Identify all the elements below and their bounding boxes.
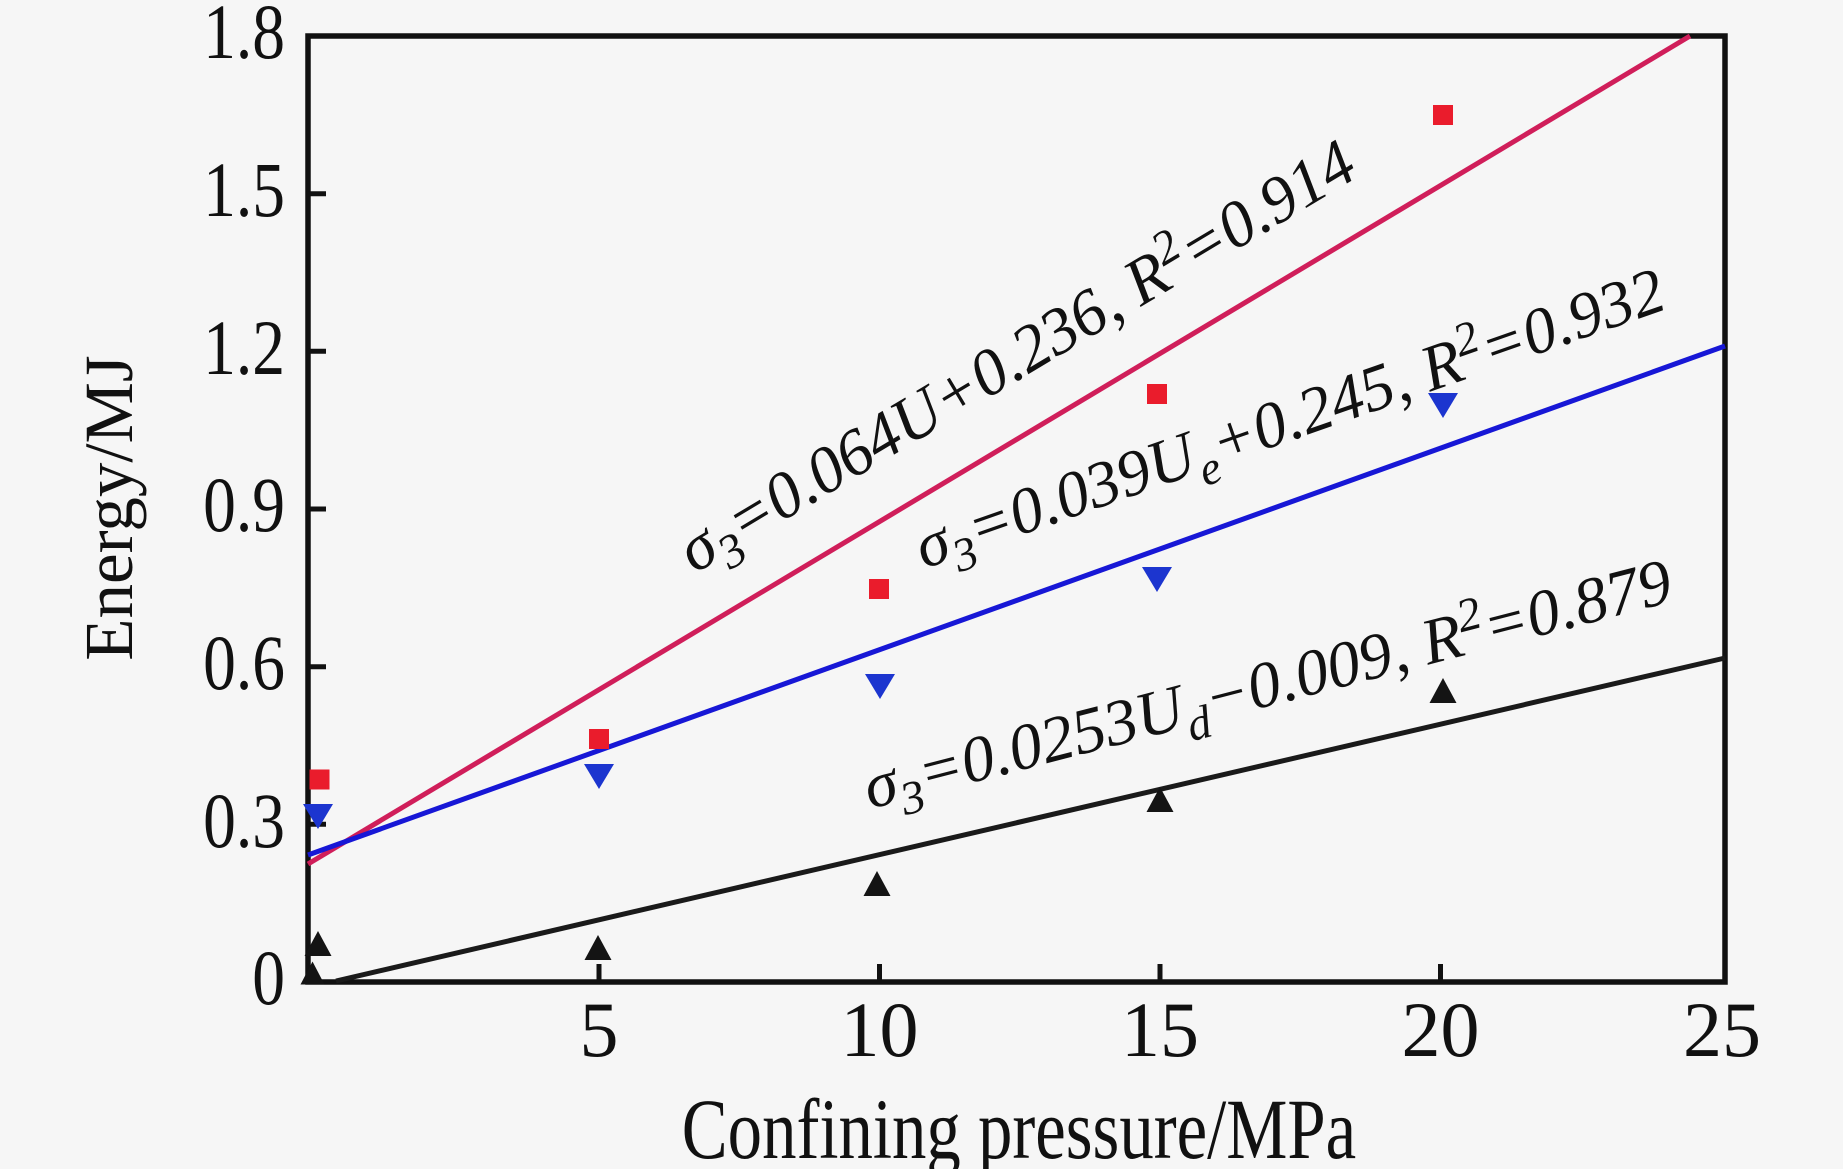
svg-text:25: 25	[1683, 986, 1761, 1073]
svg-text:Energy/MJ: Energy/MJ	[71, 355, 147, 660]
svg-text:1.8: 1.8	[203, 0, 285, 75]
svg-text:Confining pressure/MPa: Confining pressure/MPa	[682, 1082, 1356, 1169]
svg-text:15: 15	[1121, 986, 1199, 1073]
svg-text:0.6: 0.6	[203, 620, 285, 707]
svg-text:5: 5	[580, 986, 619, 1073]
svg-text:1.2: 1.2	[203, 305, 285, 392]
svg-text:20: 20	[1402, 986, 1480, 1073]
svg-text:0: 0	[252, 935, 285, 1022]
svg-text:10: 10	[841, 986, 919, 1073]
svg-text:0.3: 0.3	[203, 778, 285, 865]
svg-text:1.5: 1.5	[203, 147, 285, 234]
svg-text:0.9: 0.9	[203, 462, 285, 549]
